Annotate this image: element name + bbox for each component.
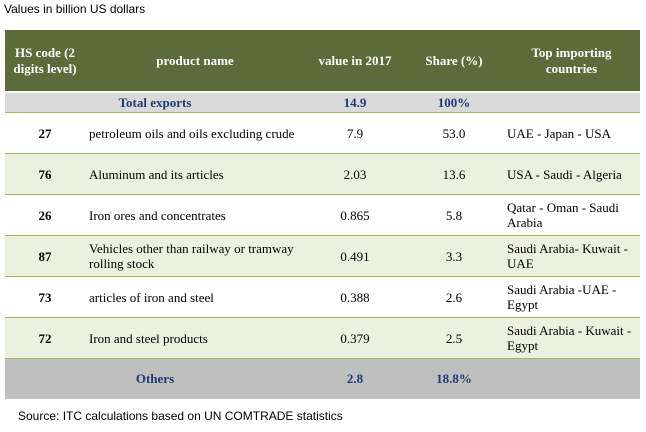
- share-cell: 53.0: [405, 112, 503, 154]
- share-cell: 2.5: [405, 317, 503, 359]
- countries-cell: UAE - Japan - USA: [503, 112, 640, 154]
- total-row: Total exports 14.9 100%: [5, 92, 640, 113]
- header-row: HS code (2 digits level) product name va…: [5, 30, 640, 93]
- product-name-cell: Iron ores and concentrates: [85, 194, 305, 236]
- others-share: 18.8%: [405, 358, 503, 399]
- value-cell: 0.865: [305, 194, 405, 236]
- table-row: 27 petroleum oils and oils excluding cru…: [5, 112, 640, 154]
- table-caption: Values in billion US dollars: [4, 2, 146, 16]
- product-name-cell: petroleum oils and oils excluding crude: [85, 112, 305, 154]
- product-name-cell: Aluminum and its articles: [85, 153, 305, 195]
- others-value: 2.8: [305, 358, 405, 399]
- hs-code-cell: 87: [5, 235, 85, 277]
- product-name-cell: articles of iron and steel: [85, 276, 305, 318]
- product-name-cell: Iron and steel products: [85, 317, 305, 359]
- share-cell: 3.3: [405, 235, 503, 277]
- value-cell: 2.03: [305, 153, 405, 195]
- total-value: 14.9: [305, 92, 405, 113]
- value-cell: 0.491: [305, 235, 405, 277]
- share-cell: 13.6: [405, 153, 503, 195]
- share-cell: 2.6: [405, 276, 503, 318]
- value-cell: 0.388: [305, 276, 405, 318]
- hs-code-cell: 76: [5, 153, 85, 195]
- hs-code-cell: 27: [5, 112, 85, 154]
- others-label: Others: [5, 358, 305, 399]
- total-empty: [503, 92, 640, 113]
- exports-table: HS code (2 digits level) product name va…: [5, 30, 640, 399]
- hs-code-cell: 26: [5, 194, 85, 236]
- hs-code-cell: 73: [5, 276, 85, 318]
- countries-cell: Qatar - Oman - Saudi Arabia: [503, 194, 640, 236]
- others-row: Others 2.8 18.8%: [5, 358, 640, 399]
- table-row: 26 Iron ores and concentrates 0.865 5.8 …: [5, 194, 640, 236]
- header-hs-code: HS code (2 digits level): [5, 30, 85, 93]
- header-share: Share (%): [405, 30, 503, 93]
- countries-cell: Saudi Arabia- Kuwait - UAE: [503, 235, 640, 277]
- source-note: Source: ITC calculations based on UN COM…: [18, 409, 343, 423]
- header-value: value in 2017: [305, 30, 405, 93]
- others-empty: [503, 358, 640, 399]
- total-label: Total exports: [5, 92, 305, 113]
- countries-cell: USA - Saudi - Algeria: [503, 153, 640, 195]
- hs-code-cell: 72: [5, 317, 85, 359]
- table-row: 73 articles of iron and steel 0.388 2.6 …: [5, 276, 640, 318]
- header-countries: Top importing countries: [503, 30, 640, 93]
- countries-cell: Saudi Arabia - Kuwait - Egypt: [503, 317, 640, 359]
- table-row: 76 Aluminum and its articles 2.03 13.6 U…: [5, 153, 640, 195]
- value-cell: 7.9: [305, 112, 405, 154]
- value-cell: 0.379: [305, 317, 405, 359]
- countries-cell: Saudi Arabia -UAE - Egypt: [503, 276, 640, 318]
- table-row: 72 Iron and steel products 0.379 2.5 Sau…: [5, 317, 640, 359]
- total-share: 100%: [405, 92, 503, 113]
- table-row: 87 Vehicles other than railway or tramwa…: [5, 235, 640, 277]
- share-cell: 5.8: [405, 194, 503, 236]
- product-name-cell: Vehicles other than railway or tramway r…: [85, 235, 305, 277]
- header-product-name: product name: [85, 30, 305, 93]
